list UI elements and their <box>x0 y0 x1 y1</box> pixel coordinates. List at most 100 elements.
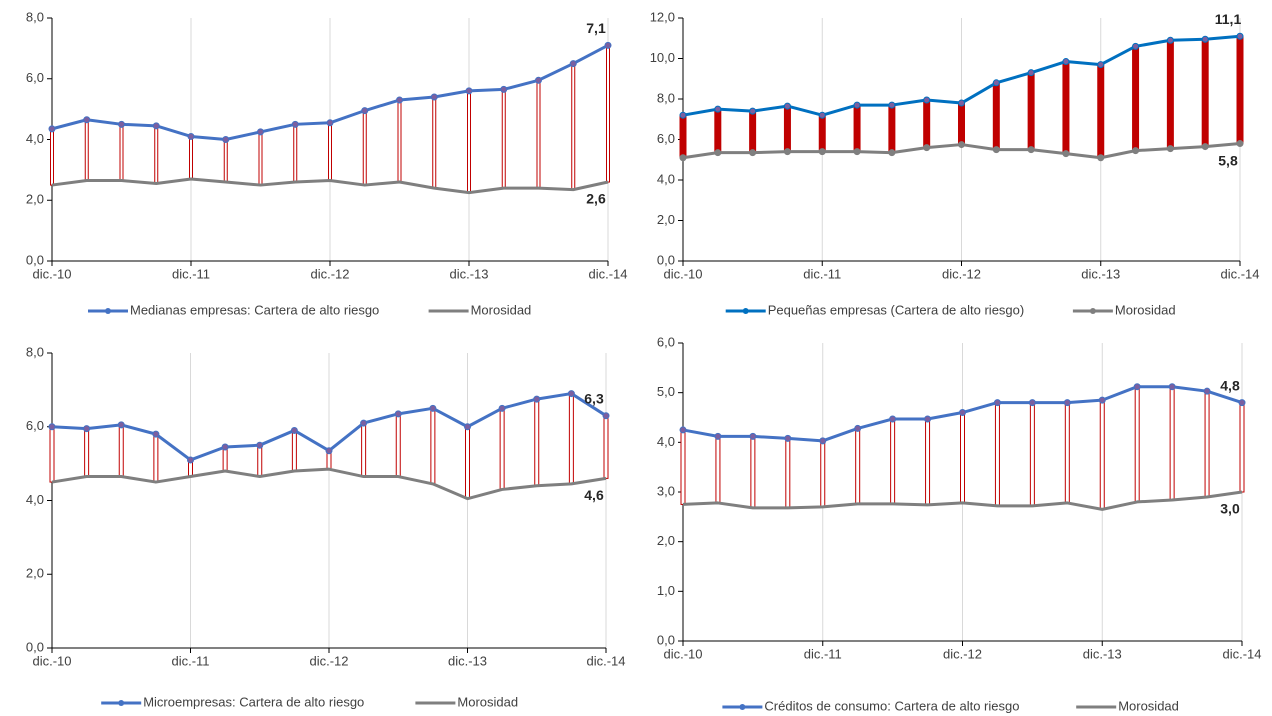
chart: dic.-10 dic.-11 dic.-12 dic.-13 dic.-14 0,0 2,… <box>650 9 1260 317</box>
x-tick-label: dic.-12 <box>943 646 982 661</box>
hi-lo-bar <box>1062 61 1070 155</box>
point <box>1027 146 1035 154</box>
hi-lo-bar <box>499 407 505 490</box>
legend-label: Pequeñas empresas (Cartera de alto riesg… <box>768 302 1025 317</box>
hi-lo-bar <box>1236 35 1244 145</box>
point <box>569 60 577 68</box>
legend: Créditos de consumo: Cartera de alto rie… <box>722 698 1179 713</box>
y-tick-label: 6,0 <box>26 418 44 433</box>
x-tick-label: dic.-11 <box>803 266 841 281</box>
hi-lo-bar <box>925 418 931 506</box>
point <box>1098 396 1106 404</box>
hi-lo-bar <box>1097 64 1105 159</box>
hi-lo-bar <box>222 446 228 472</box>
chart: dic.-10 dic.-11 dic.-12 dic.-13 dic.-14 0,0 2,… <box>26 344 626 709</box>
value-label: 4,6 <box>584 487 604 503</box>
hi-lo-bar <box>568 393 574 485</box>
hi-lo-bar <box>958 102 965 146</box>
hi-lo-bar <box>361 422 367 478</box>
point <box>714 105 722 113</box>
point <box>1236 32 1244 40</box>
value-label: 2,6 <box>586 191 606 207</box>
hi-lo-bar <box>853 104 861 153</box>
y-tick-label: 6,0 <box>26 70 44 85</box>
hi-lo-bar <box>153 433 159 483</box>
point <box>1062 58 1070 66</box>
point <box>1166 36 1174 44</box>
hi-lo-bar <box>536 79 541 189</box>
legend-label: Microempresas: Cartera de alto riesgo <box>143 694 364 709</box>
point <box>325 447 333 455</box>
point <box>679 111 687 119</box>
point <box>187 456 194 464</box>
point <box>1166 145 1174 153</box>
point <box>464 423 471 431</box>
point <box>256 441 264 449</box>
hi-lo-bar <box>395 413 401 478</box>
point <box>83 425 91 433</box>
y-tick-label: 6,0 <box>657 334 675 349</box>
hi-lo-bar <box>750 435 756 509</box>
hi-lo-bar <box>855 427 861 505</box>
point <box>784 434 792 442</box>
point <box>1236 140 1244 148</box>
hi-lo-bar <box>397 99 402 183</box>
point <box>818 148 826 156</box>
point <box>1201 143 1209 151</box>
point <box>430 93 438 101</box>
x-tick-label: dic.-13 <box>448 653 487 668</box>
value-label: 7,1 <box>586 20 606 36</box>
x-tick-label: dic.-12 <box>310 266 349 281</box>
point <box>152 430 160 438</box>
point <box>291 120 299 128</box>
y-tick-label: 2,0 <box>657 212 675 227</box>
hi-lo-bar <box>1169 386 1175 501</box>
y-tick-label: 2,0 <box>26 566 44 581</box>
series-line <box>682 490 1243 511</box>
legend-marker <box>118 700 125 706</box>
point <box>604 41 612 49</box>
x-tick-label: dic.-11 <box>171 653 209 668</box>
point <box>923 96 931 104</box>
point <box>853 148 861 156</box>
point <box>749 107 757 115</box>
hi-lo-bar <box>783 105 791 153</box>
point <box>992 79 1000 87</box>
hi-lo-bar <box>291 429 297 472</box>
legend-marker <box>739 704 746 710</box>
value-label: 3,0 <box>1220 501 1240 517</box>
hi-lo-bar <box>994 402 1000 507</box>
point <box>749 432 757 440</box>
point <box>567 390 575 398</box>
point <box>360 419 368 427</box>
y-tick-label: 4,0 <box>657 171 675 186</box>
x-tick-label: dic.-11 <box>172 266 210 281</box>
hi-lo-bar <box>257 444 263 478</box>
y-tick-label: 2,0 <box>26 192 44 207</box>
x-tick-label: dic.-12 <box>942 266 981 281</box>
point <box>602 412 610 420</box>
point <box>222 136 230 143</box>
point <box>714 432 722 440</box>
point <box>679 154 687 162</box>
y-tick-label: 4,0 <box>657 434 675 449</box>
hi-lo-bar <box>1239 402 1245 493</box>
point <box>535 76 542 84</box>
hi-lo-bar <box>467 90 471 194</box>
y-tick-label: 0,0 <box>657 252 675 267</box>
hi-lo-bar <box>992 82 1000 151</box>
hi-lo-bar <box>49 426 55 483</box>
x-tick-label: dic.-14 <box>1220 266 1259 281</box>
point <box>48 423 56 431</box>
y-tick-label: 3,0 <box>657 483 675 498</box>
hi-lo-bar <box>84 428 90 478</box>
hi-lo-bar <box>465 426 470 500</box>
hi-lo-bar <box>571 63 576 191</box>
y-tick-label: 8,0 <box>26 9 44 24</box>
hi-lo-bar <box>118 424 124 478</box>
point <box>1028 399 1036 407</box>
point <box>1203 387 1211 395</box>
point <box>361 107 369 115</box>
point <box>394 410 402 418</box>
